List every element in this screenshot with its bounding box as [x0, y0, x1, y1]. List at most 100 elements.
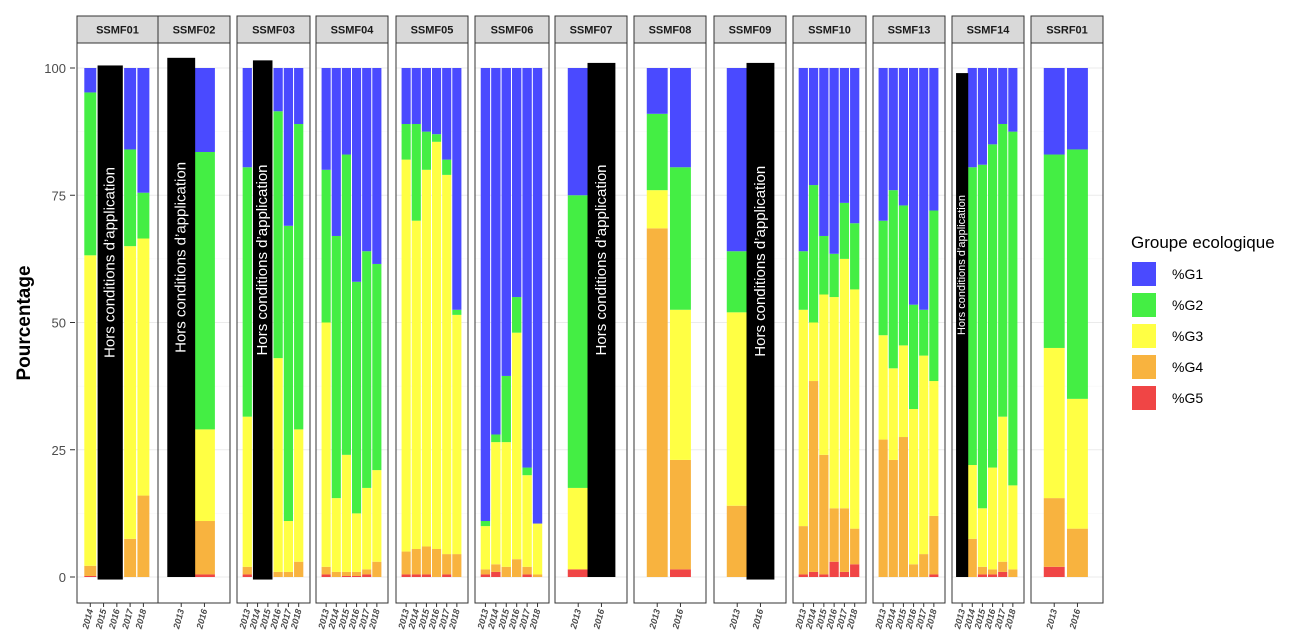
bar-segment-g2: [670, 167, 691, 310]
overlay-label: Hors conditions d’application: [593, 164, 610, 355]
bar-segment-g2: [878, 220, 888, 336]
bar-segment-g1: [411, 68, 421, 124]
overlay-block: [97, 65, 123, 580]
legend-swatch: [1132, 324, 1156, 348]
bar-segment-g1: [401, 68, 411, 124]
x-tick-label: 2013: [647, 608, 662, 631]
bar-segment-g4: [432, 549, 442, 577]
bar-segment-g4: [808, 381, 819, 572]
bar-segment-g1: [967, 68, 977, 168]
overlay-block: [746, 62, 775, 580]
facet-strip-label: SSMF10: [808, 25, 851, 37]
overlay-block: [587, 62, 616, 578]
bar-segment-g4: [401, 551, 411, 575]
bar-segment-g5: [988, 574, 998, 577]
x-tick-label: 2013: [171, 608, 186, 631]
facet-ssrf01: 2013 2016 SSRF01: [1030, 15, 1104, 631]
bar-segment-g1: [798, 68, 808, 252]
bar-segment-g4: [331, 571, 341, 577]
bar-segment-g3: [798, 309, 808, 527]
bar-segment-g1: [522, 68, 532, 468]
bar-segment-g1: [452, 68, 462, 310]
bar-segment-g3: [998, 416, 1008, 562]
bar-segment-g3: [401, 159, 411, 552]
facet-strip: [872, 15, 946, 44]
bar-segment-g1: [819, 68, 829, 236]
y-axis-label: Pourcentage: [14, 265, 35, 380]
bar-segment-g1: [1067, 68, 1088, 150]
bar-segment-g5: [442, 574, 452, 577]
bar-segment-g5: [194, 574, 215, 577]
bar-segment-g1: [532, 68, 543, 524]
bar-segment-g2: [501, 375, 511, 443]
facet-strip-label: SSMF08: [649, 25, 692, 37]
bar-segment-g1: [242, 68, 252, 168]
bar-segment-g2: [452, 309, 462, 315]
bar-segment-g3: [850, 289, 860, 529]
bar-segment-g4: [84, 565, 97, 576]
bar-segment-g3: [532, 523, 543, 575]
overlay-label: Hors conditions d’application: [102, 167, 119, 358]
bar-segment-g4: [726, 505, 748, 577]
bar-segment-g4: [670, 459, 691, 570]
facet-ssmf08: 2013 2016 SSMF08: [633, 15, 707, 631]
bar-segment-g2: [967, 167, 977, 466]
bar-segment-g3: [124, 246, 137, 539]
bar-segment-g5: [808, 571, 819, 577]
bar-segment-g5: [352, 575, 362, 577]
bar-segment-g1: [1008, 68, 1018, 132]
bar-segment-g3: [878, 335, 888, 440]
bar-segment-g1: [829, 68, 839, 254]
bar-segment-g2: [432, 134, 442, 142]
bar-segment-g4: [372, 561, 382, 577]
x-tick-label: 2018: [133, 608, 148, 631]
bar-segment-g3: [352, 513, 362, 572]
bar-segment-g5: [819, 574, 829, 577]
bar-segment-g2: [808, 185, 819, 323]
bar-segment-g2: [819, 235, 829, 295]
bar-segment-g4: [819, 454, 829, 575]
bar-segment-g5: [929, 574, 939, 577]
bar-segment-g2: [401, 123, 411, 160]
y-tick-label: 75: [52, 188, 66, 203]
bar-segment-g2: [321, 169, 331, 323]
legend-swatch: [1132, 386, 1156, 410]
bar-segment-g2: [898, 205, 908, 346]
facet-strip-label: SSMF06: [491, 25, 534, 37]
bar-segment-g1: [194, 68, 215, 152]
bar-segment-g3: [977, 508, 987, 567]
bar-segment-g3: [929, 381, 939, 516]
bar-segment-g3: [84, 255, 97, 566]
bar-segment-g2: [331, 235, 341, 499]
bar-segment-g2: [646, 113, 668, 191]
bar-segment-g1: [670, 68, 691, 168]
bar-segment-g3: [670, 309, 691, 460]
facet-strip: [633, 15, 707, 44]
bar-segment-g5: [522, 574, 532, 577]
x-tick-label: 2013: [568, 608, 583, 631]
bar-segment-g3: [501, 442, 511, 567]
bar-segment-g4: [242, 566, 252, 575]
bar-segment-g2: [1008, 131, 1018, 486]
bar-segment-g4: [491, 564, 501, 572]
facet-strip-label: SSMF09: [729, 25, 772, 37]
bar-segment-g1: [294, 68, 304, 124]
bar-segment-g1: [124, 68, 137, 150]
bar-segment-g2: [888, 190, 898, 369]
legend-entry-label: %G4: [1172, 359, 1203, 375]
bar-segment-g4: [532, 574, 543, 577]
bar-segment-g3: [909, 409, 919, 565]
bar-segment-g2: [84, 92, 97, 256]
bar-segment-g4: [294, 561, 304, 577]
facet-ssmf02: 2013 2016 Hors conditions d’application SSM…: [157, 15, 231, 631]
bar-segment-g1: [372, 68, 382, 264]
bar-segment-g4: [888, 459, 898, 577]
bar-segment-g3: [411, 220, 421, 550]
bar-segment-g4: [321, 566, 331, 575]
facet-strip-label: SSMF07: [570, 25, 613, 37]
bar-segment-g4: [929, 515, 939, 575]
y-axis-ticks: 0 25 50 75 100: [44, 61, 75, 585]
